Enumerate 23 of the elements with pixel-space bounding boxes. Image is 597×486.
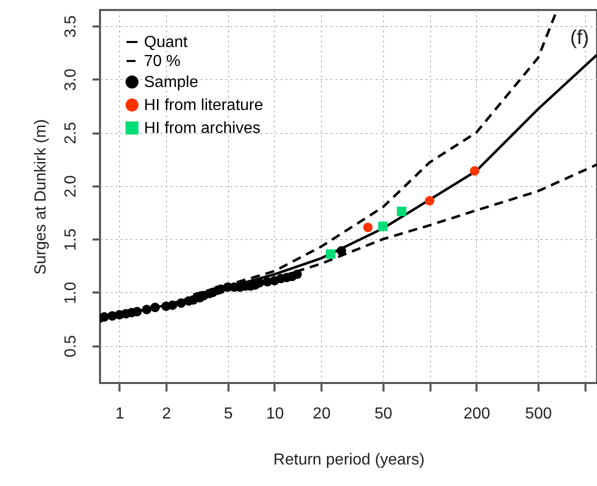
legend-label: HI from literature (144, 97, 264, 114)
y-tick-label: 3.0 (62, 68, 80, 91)
x-tick-label: 50 (374, 406, 392, 422)
x-tick-label: 200 (463, 406, 490, 422)
y-tick-label: 1.0 (62, 282, 80, 304)
y-tick-label: 1.5 (62, 228, 80, 251)
x-tick-label: 500 (525, 406, 552, 422)
annotation: (f) (570, 27, 589, 49)
y-tick-label: 2.0 (62, 175, 80, 198)
x-tick-label: 10 (266, 406, 284, 422)
y-tick-label: 2.5 (62, 122, 80, 144)
y-axis-title: Surges at Dunkirk (m) (32, 119, 50, 275)
legend-label: Quant (144, 34, 188, 51)
legend-label: Sample (144, 74, 198, 91)
legend-label: 70 % (144, 53, 180, 70)
x-axis-title: Return period (years) (273, 452, 425, 468)
y-tick-label: 3.5 (62, 15, 80, 38)
x-tick-label: 2 (162, 406, 172, 422)
y-tick-label: 0.5 (62, 334, 80, 358)
legend-label: HI from archives (144, 120, 260, 137)
x-tick-label: 1 (115, 406, 124, 422)
x-tick-label: 5 (224, 406, 233, 422)
x-tick-label: 20 (312, 406, 331, 422)
